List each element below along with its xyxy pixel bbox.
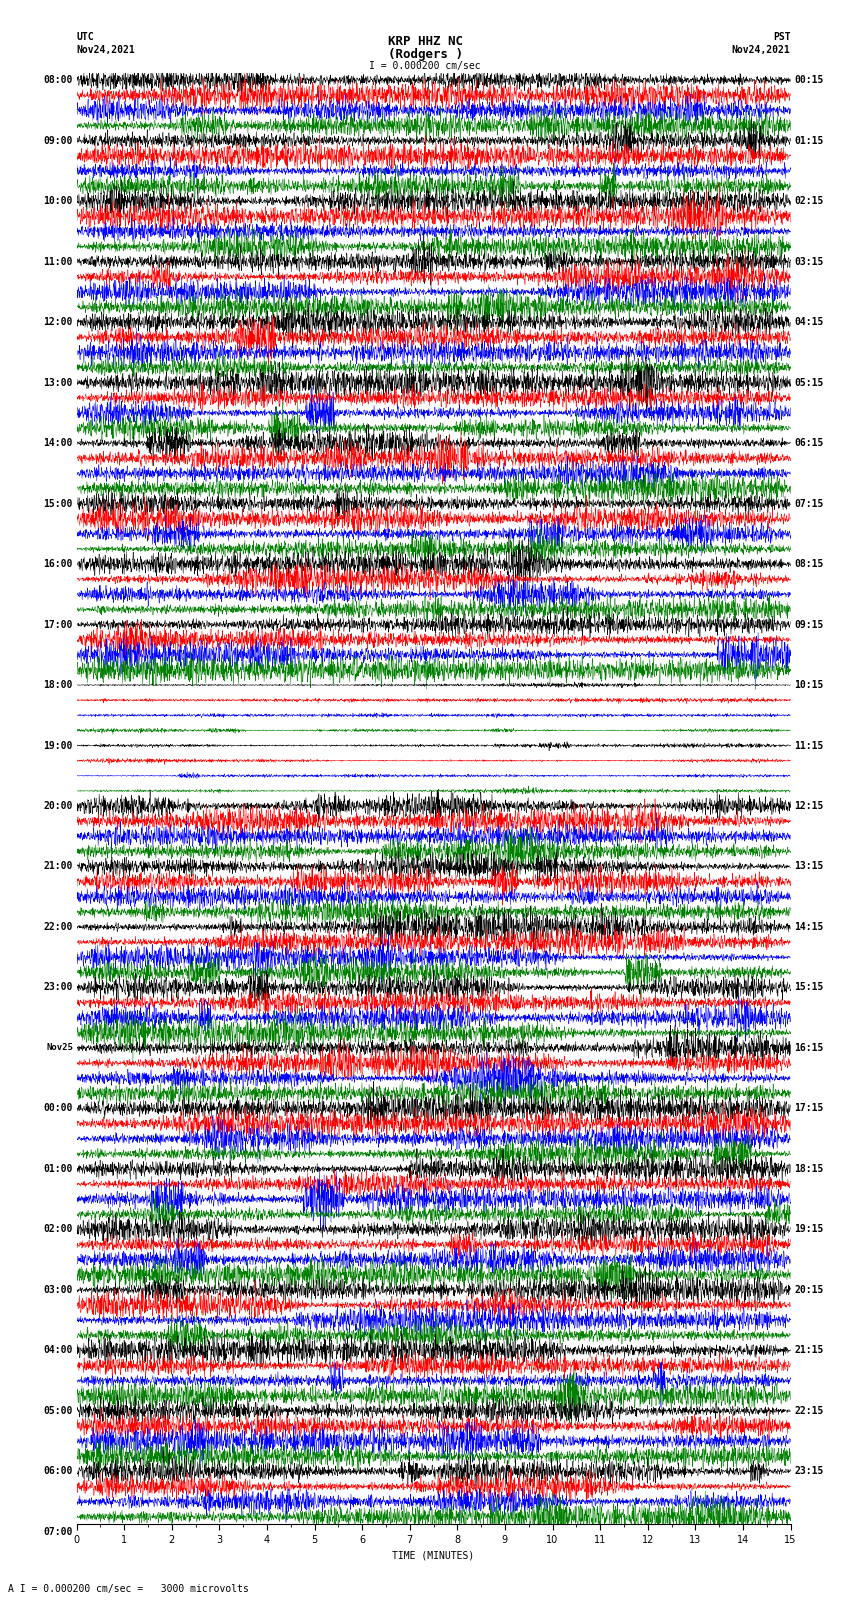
Text: (Rodgers ): (Rodgers ) xyxy=(388,48,462,61)
Text: 18:15: 18:15 xyxy=(794,1165,824,1174)
Text: 07:00: 07:00 xyxy=(43,1528,73,1537)
Text: 03:00: 03:00 xyxy=(43,1286,73,1295)
Text: 19:15: 19:15 xyxy=(794,1224,824,1234)
Text: A I = 0.000200 cm/sec =   3000 microvolts: A I = 0.000200 cm/sec = 3000 microvolts xyxy=(8,1584,249,1594)
Text: 23:00: 23:00 xyxy=(43,982,73,992)
Text: 02:15: 02:15 xyxy=(794,197,824,206)
Text: 06:15: 06:15 xyxy=(794,439,824,448)
Text: 07:15: 07:15 xyxy=(794,498,824,508)
Text: KRP HHZ NC: KRP HHZ NC xyxy=(388,35,462,48)
Text: 10:00: 10:00 xyxy=(43,197,73,206)
Text: 04:15: 04:15 xyxy=(794,318,824,327)
Text: 16:00: 16:00 xyxy=(43,560,73,569)
Text: 05:15: 05:15 xyxy=(794,377,824,387)
Text: 11:00: 11:00 xyxy=(43,256,73,266)
Text: 20:15: 20:15 xyxy=(794,1286,824,1295)
Text: 17:00: 17:00 xyxy=(43,619,73,629)
Text: Nov24,2021: Nov24,2021 xyxy=(732,45,791,55)
Text: Nov24,2021: Nov24,2021 xyxy=(76,45,135,55)
Text: 17:15: 17:15 xyxy=(794,1103,824,1113)
Text: 08:15: 08:15 xyxy=(794,560,824,569)
Text: 09:15: 09:15 xyxy=(794,619,824,629)
Text: I = 0.000200 cm/sec: I = 0.000200 cm/sec xyxy=(369,61,481,71)
Text: 22:00: 22:00 xyxy=(43,923,73,932)
Text: 11:15: 11:15 xyxy=(794,740,824,750)
Text: 00:00: 00:00 xyxy=(43,1103,73,1113)
Text: 14:15: 14:15 xyxy=(794,923,824,932)
Text: 10:15: 10:15 xyxy=(794,681,824,690)
Text: 08:00: 08:00 xyxy=(43,76,73,85)
Text: 00:15: 00:15 xyxy=(794,76,824,85)
Text: 21:15: 21:15 xyxy=(794,1345,824,1355)
Text: 13:00: 13:00 xyxy=(43,377,73,387)
Text: PST: PST xyxy=(773,32,790,42)
Text: Nov25: Nov25 xyxy=(46,1044,73,1052)
Text: 23:15: 23:15 xyxy=(794,1466,824,1476)
Text: 01:00: 01:00 xyxy=(43,1165,73,1174)
Text: 13:15: 13:15 xyxy=(794,861,824,871)
Text: 21:00: 21:00 xyxy=(43,861,73,871)
Text: 04:00: 04:00 xyxy=(43,1345,73,1355)
Text: 02:00: 02:00 xyxy=(43,1224,73,1234)
Text: 09:00: 09:00 xyxy=(43,135,73,145)
Text: 03:15: 03:15 xyxy=(794,256,824,266)
Text: 19:00: 19:00 xyxy=(43,740,73,750)
Text: 20:00: 20:00 xyxy=(43,802,73,811)
Text: 05:00: 05:00 xyxy=(43,1407,73,1416)
Text: UTC: UTC xyxy=(76,32,94,42)
Text: 22:15: 22:15 xyxy=(794,1407,824,1416)
Text: 18:00: 18:00 xyxy=(43,681,73,690)
Text: 15:15: 15:15 xyxy=(794,982,824,992)
Text: 12:00: 12:00 xyxy=(43,318,73,327)
X-axis label: TIME (MINUTES): TIME (MINUTES) xyxy=(393,1550,474,1560)
Text: 16:15: 16:15 xyxy=(794,1044,824,1053)
Text: 12:15: 12:15 xyxy=(794,802,824,811)
Text: 14:00: 14:00 xyxy=(43,439,73,448)
Text: 01:15: 01:15 xyxy=(794,135,824,145)
Text: 06:00: 06:00 xyxy=(43,1466,73,1476)
Text: 15:00: 15:00 xyxy=(43,498,73,508)
